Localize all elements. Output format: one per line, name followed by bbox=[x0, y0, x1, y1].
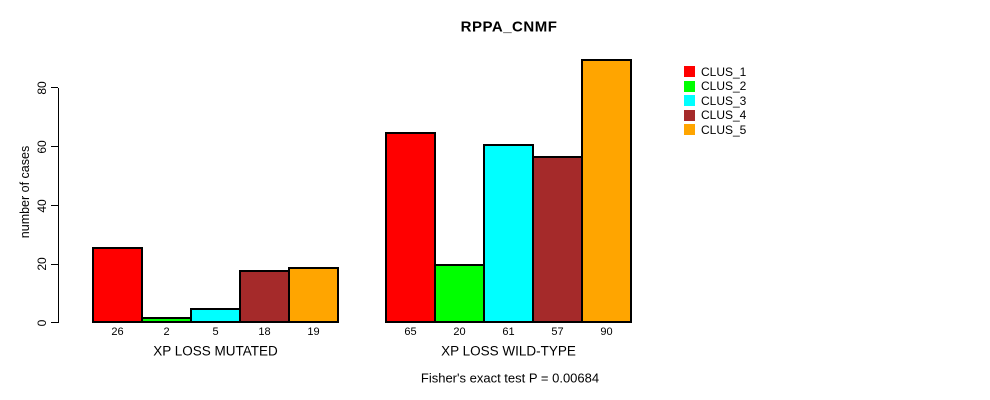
y-axis-line bbox=[58, 88, 59, 323]
y-tick-label-20: 20 bbox=[35, 257, 49, 271]
legend-label: CLUS_4 bbox=[701, 108, 747, 123]
x-group-label-2: XP LOSS WILD-TYPE bbox=[441, 343, 576, 359]
bar-value-label: 57 bbox=[551, 326, 564, 338]
x-group-label-1: XP LOSS MUTATED bbox=[153, 343, 278, 359]
bar-clus_1-group2 bbox=[385, 132, 436, 323]
y-axis-label: number of cases bbox=[18, 145, 32, 239]
y-tick-label-40: 40 bbox=[35, 198, 49, 213]
legend-swatch-icon bbox=[684, 109, 695, 121]
y-tick-label-80: 80 bbox=[35, 81, 49, 95]
legend-item-clus_5: CLUS_5 bbox=[684, 123, 746, 137]
legend-item-clus_2: CLUS_2 bbox=[684, 79, 746, 93]
legend-label: CLUS_5 bbox=[701, 122, 747, 137]
legend-swatch-icon bbox=[684, 124, 695, 136]
y-tick-60 bbox=[51, 146, 58, 147]
bar-value-label: 65 bbox=[404, 326, 417, 338]
bar-value-label: 26 bbox=[111, 326, 124, 338]
bar-clus_3-group2 bbox=[483, 143, 534, 323]
bar-clus_1-group1 bbox=[92, 246, 143, 323]
bar-value-label: 61 bbox=[502, 326, 515, 338]
legend-label: CLUS_2 bbox=[701, 79, 747, 94]
legend-label: CLUS_1 bbox=[701, 64, 747, 79]
bar-clus_5-group1 bbox=[288, 267, 339, 323]
legend-swatch-icon bbox=[684, 66, 695, 77]
bar-clus_3-group1 bbox=[190, 308, 241, 323]
y-tick-label-0: 0 bbox=[35, 319, 49, 327]
bar-clus_4-group1 bbox=[239, 270, 290, 323]
legend-swatch-icon bbox=[684, 95, 695, 107]
bar-value-label: 5 bbox=[212, 326, 219, 338]
bar-clus_5-group2 bbox=[581, 58, 632, 323]
legend-item-clus_1: CLUS_1 bbox=[684, 65, 746, 79]
legend-label: CLUS_3 bbox=[701, 93, 747, 108]
bar-value-label: 2 bbox=[163, 326, 170, 338]
y-tick-label-60: 60 bbox=[35, 140, 49, 154]
bar-value-label: 19 bbox=[307, 326, 320, 338]
bar-value-label: 18 bbox=[258, 326, 271, 338]
y-tick-0 bbox=[51, 322, 58, 324]
bar-value-label: 90 bbox=[600, 326, 613, 338]
legend-swatch-icon bbox=[684, 80, 695, 92]
bar-clus_2-group2 bbox=[434, 264, 485, 323]
chart-title: RPPA_CNMF bbox=[460, 18, 558, 36]
bar-value-label: 20 bbox=[453, 326, 466, 338]
y-tick-20 bbox=[51, 263, 58, 265]
y-tick-40 bbox=[51, 204, 58, 206]
legend-item-clus_4: CLUS_4 bbox=[684, 108, 746, 122]
legend-item-clus_3: CLUS_3 bbox=[684, 94, 746, 108]
bar-clus_2-group1 bbox=[141, 317, 192, 323]
y-tick-80 bbox=[51, 87, 58, 89]
annotation-text: Fisher's exact test P = 0.00684 bbox=[420, 370, 600, 386]
bar-clus_4-group2 bbox=[532, 155, 583, 323]
